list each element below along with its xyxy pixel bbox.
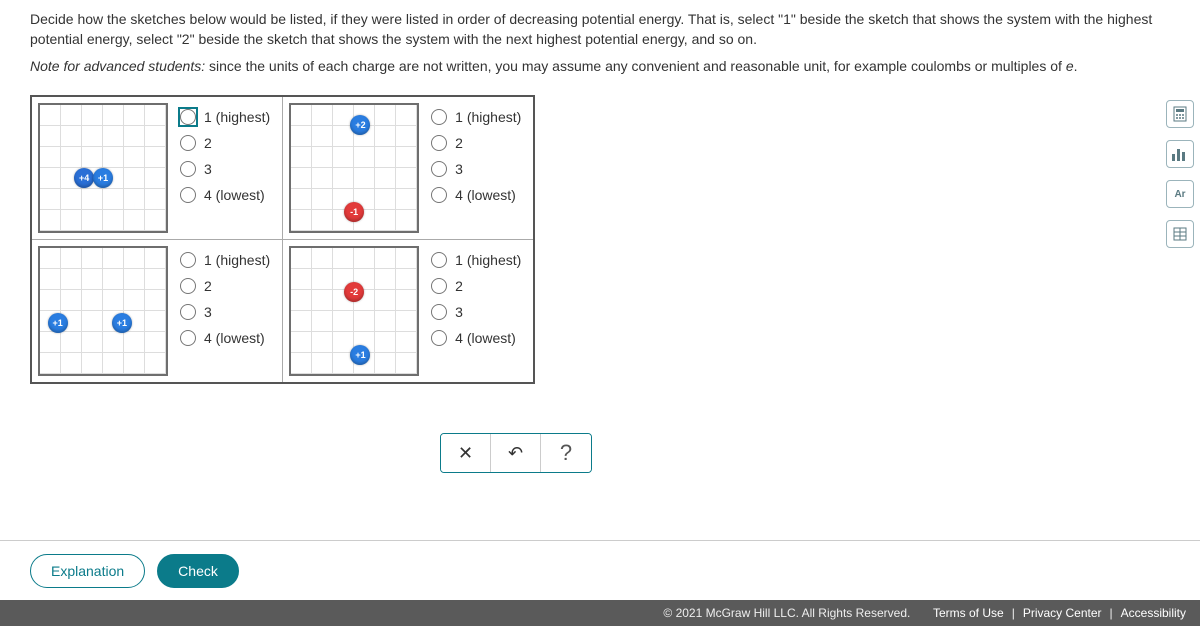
rank-option[interactable]: 2 xyxy=(431,135,521,151)
rank-label: 3 xyxy=(455,161,463,177)
options-D: 1 (highest) 2 3 4 (lowest) xyxy=(431,246,521,346)
rank-radio[interactable] xyxy=(180,278,196,294)
terms-link[interactable]: Terms of Use xyxy=(933,606,1004,620)
answer-toolbar: ✕ ↶ ? xyxy=(440,433,592,473)
options-A: 1 (highest) 2 3 4 (lowest) xyxy=(180,103,270,203)
privacy-link[interactable]: Privacy Center xyxy=(1023,606,1102,620)
charge: +2 xyxy=(350,115,370,135)
note-body: since the units of each charge are not w… xyxy=(205,58,1066,74)
side-tool-palette: Ar xyxy=(1166,100,1194,248)
note-var: e xyxy=(1066,58,1074,74)
rank-label: 3 xyxy=(455,304,463,320)
sketch-C: +1 +1 xyxy=(38,246,168,376)
rank-label: 3 xyxy=(204,161,212,177)
rank-option[interactable]: 4 (lowest) xyxy=(431,187,521,203)
charge: -1 xyxy=(344,202,364,222)
charge: +1 xyxy=(93,168,113,188)
rank-label: 1 (highest) xyxy=(455,109,521,125)
rank-label: 1 (highest) xyxy=(204,109,270,125)
calculator-icon[interactable] xyxy=(1166,100,1194,128)
clear-button[interactable]: ✕ xyxy=(441,434,491,472)
rank-label: 4 (lowest) xyxy=(204,187,265,203)
sketches-table: +4+1 1 (highest)234 (lowest) +2-1 1 (hig… xyxy=(30,95,535,384)
rank-radio[interactable] xyxy=(180,161,196,177)
bottom-bar: Explanation Check xyxy=(0,540,1200,600)
rank-option[interactable]: 3 xyxy=(431,304,521,320)
rank-option[interactable]: 4 (lowest) xyxy=(180,187,270,203)
rank-label: 1 (highest) xyxy=(455,252,521,268)
copyright-text: © 2021 McGraw Hill LLC. All Rights Reser… xyxy=(663,606,910,620)
rank-option[interactable]: 2 xyxy=(180,278,270,294)
rank-radio[interactable] xyxy=(180,330,196,346)
x-icon: ✕ xyxy=(458,443,473,464)
rank-label: 1 (highest) xyxy=(204,252,270,268)
options-C: 1 (highest) 2 3 4 (lowest) xyxy=(180,246,270,346)
charge: -2 xyxy=(344,282,364,302)
rank-option[interactable]: 3 xyxy=(431,161,521,177)
note-prefix: Note for advanced students: xyxy=(30,58,205,74)
rank-label: 2 xyxy=(204,278,212,294)
charge: +4 xyxy=(74,168,94,188)
footer: © 2021 McGraw Hill LLC. All Rights Reser… xyxy=(0,600,1200,626)
charge: +1 xyxy=(48,313,68,333)
rank-radio[interactable] xyxy=(431,109,447,125)
rank-option[interactable]: 4 (lowest) xyxy=(180,330,270,346)
rank-option[interactable]: 4 (lowest) xyxy=(431,330,521,346)
rank-option[interactable]: 2 xyxy=(180,135,270,151)
rank-option[interactable]: 1 (highest) xyxy=(431,109,521,125)
charge: +1 xyxy=(350,345,370,365)
accessibility-link[interactable]: Accessibility xyxy=(1121,606,1186,620)
rank-radio[interactable] xyxy=(431,187,447,203)
data-table-icon[interactable] xyxy=(1166,220,1194,248)
charge: +1 xyxy=(112,313,132,333)
rank-radio[interactable] xyxy=(431,252,447,268)
rank-label: 3 xyxy=(204,304,212,320)
help-button[interactable]: ? xyxy=(541,434,591,472)
periodic-table-icon[interactable]: Ar xyxy=(1166,180,1194,208)
question-icon: ? xyxy=(560,440,572,466)
rank-label: 4 (lowest) xyxy=(204,330,265,346)
question-note: Note for advanced students: since the un… xyxy=(30,57,1170,77)
rank-option[interactable]: 1 (highest) xyxy=(431,252,521,268)
rank-label: 4 (lowest) xyxy=(455,187,516,203)
rank-radio[interactable] xyxy=(180,187,196,203)
sketch-B: +2 -1 xyxy=(289,103,419,233)
rank-radio[interactable] xyxy=(431,304,447,320)
rank-radio[interactable] xyxy=(180,135,196,151)
stats-icon[interactable] xyxy=(1166,140,1194,168)
rank-option[interactable]: 3 xyxy=(180,304,270,320)
rank-label: 2 xyxy=(455,135,463,151)
rank-radio[interactable] xyxy=(180,252,196,268)
check-button[interactable]: Check xyxy=(157,554,239,588)
undo-button[interactable]: ↶ xyxy=(491,434,541,472)
rank-option[interactable]: 3 xyxy=(180,161,270,177)
rank-radio[interactable] xyxy=(180,109,196,125)
sketch-A: +4+1 xyxy=(38,103,168,233)
options-B: 1 (highest) 2 3 4 (lowest) xyxy=(431,103,521,203)
undo-icon: ↶ xyxy=(508,443,523,464)
rank-radio[interactable] xyxy=(431,135,447,151)
rank-radio[interactable] xyxy=(431,161,447,177)
rank-radio[interactable] xyxy=(431,278,447,294)
question-text: Decide how the sketches below would be l… xyxy=(30,10,1170,49)
rank-option[interactable]: 1 (highest) xyxy=(180,252,270,268)
rank-label: 4 (lowest) xyxy=(455,330,516,346)
sketch-D: -2 +1 xyxy=(289,246,419,376)
note-suffix: . xyxy=(1074,58,1078,74)
rank-option[interactable]: 2 xyxy=(431,278,521,294)
explanation-button[interactable]: Explanation xyxy=(30,554,145,588)
rank-radio[interactable] xyxy=(431,330,447,346)
rank-radio[interactable] xyxy=(180,304,196,320)
rank-option[interactable]: 1 (highest) xyxy=(180,109,270,125)
rank-label: 2 xyxy=(204,135,212,151)
rank-label: 2 xyxy=(455,278,463,294)
